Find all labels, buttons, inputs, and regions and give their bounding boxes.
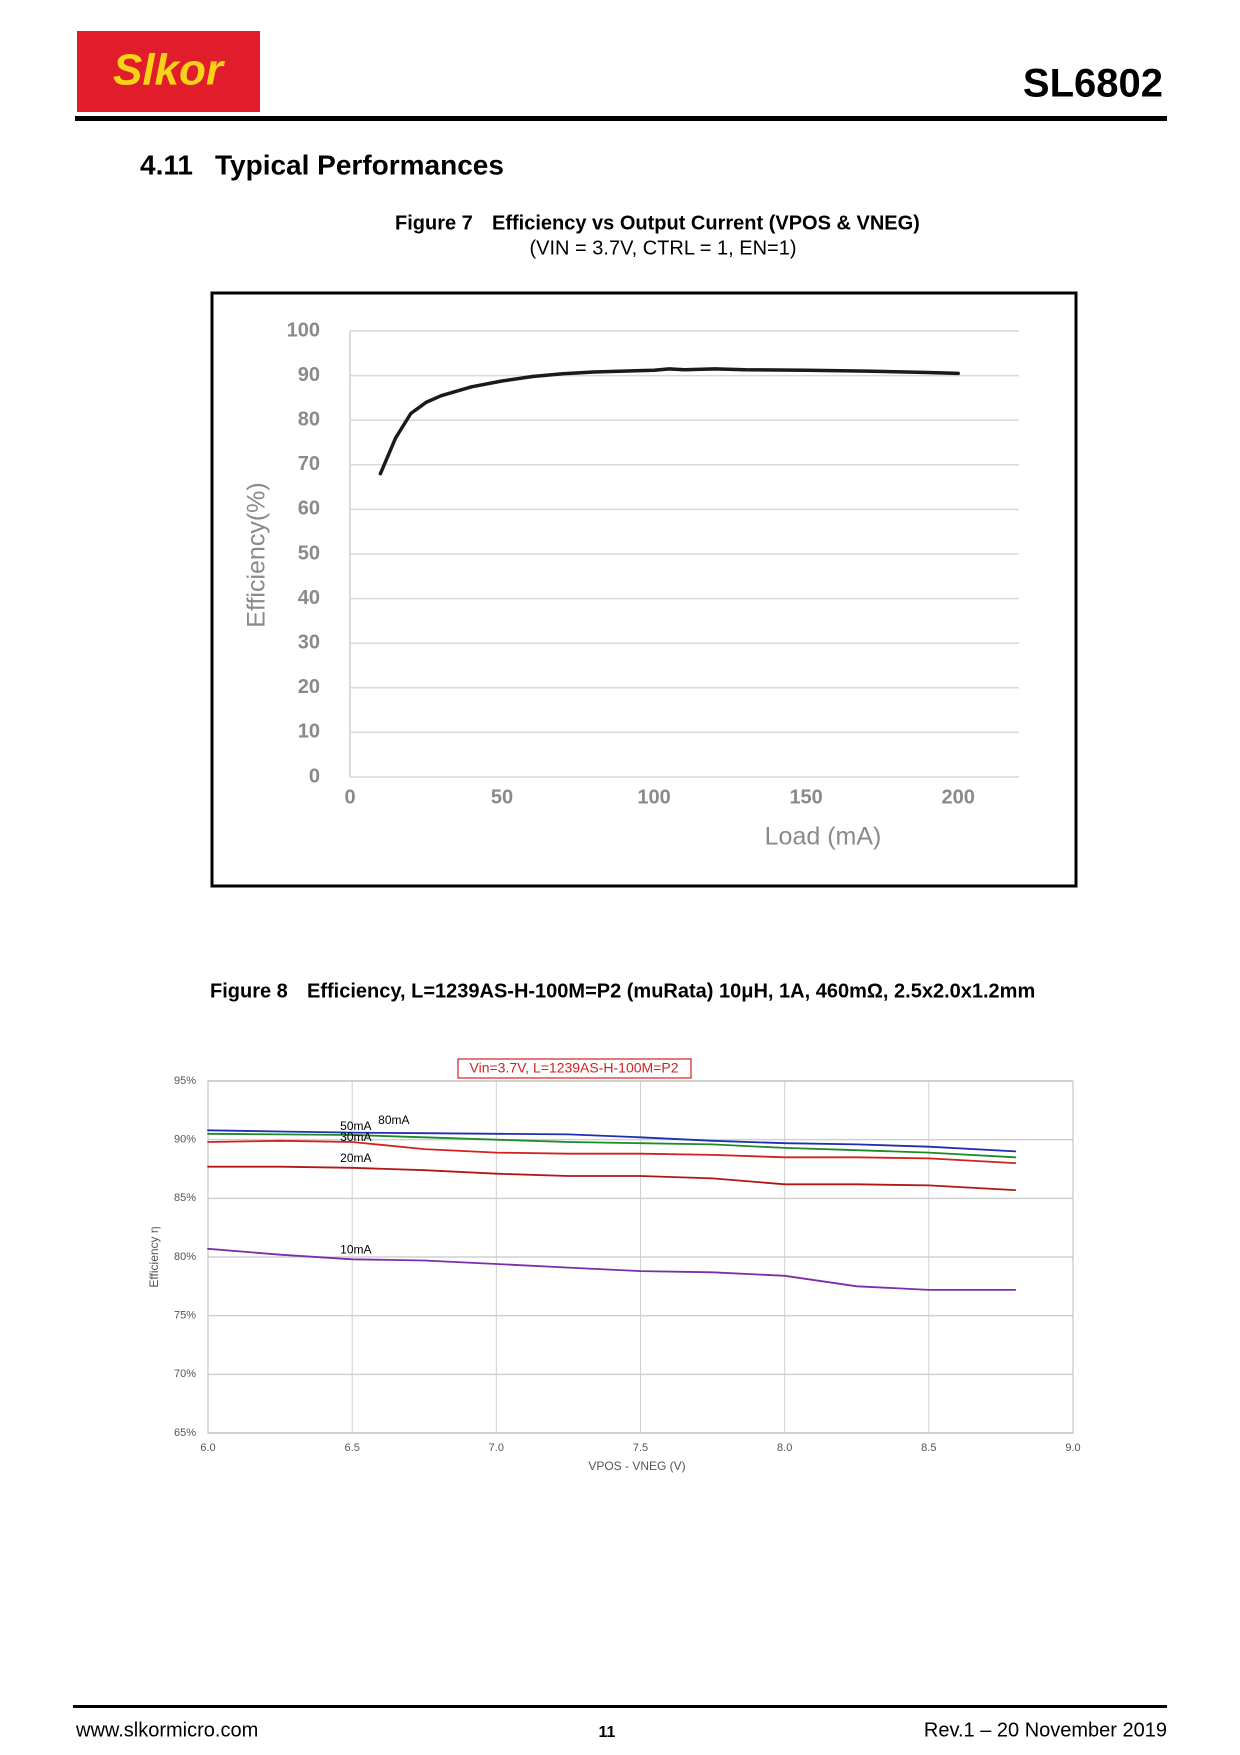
x-tick-label: 6.5 — [345, 1442, 360, 1454]
x-tick-label: 200 — [941, 786, 974, 808]
x-tick-label: 0 — [344, 786, 355, 808]
series-label: 50mA — [340, 1119, 371, 1133]
series-label: 10mA — [340, 1243, 371, 1257]
y-tick-label: 80% — [174, 1251, 196, 1263]
footer-website: www.slkormicro.com — [75, 1719, 258, 1741]
y-tick-label: 0 — [309, 765, 320, 787]
x-tick-label: 8.5 — [921, 1442, 936, 1454]
y-tick-label: 75% — [174, 1310, 196, 1322]
figure-frame — [210, 291, 1078, 888]
y-tick-label: 70% — [174, 1368, 196, 1380]
x-axis-label: VPOS - VNEG (V) — [588, 1459, 685, 1473]
y-tick-label: 80 — [298, 408, 320, 430]
series-label: 80mA — [378, 1113, 409, 1127]
y-axis-label: Efficiency(%) — [243, 482, 271, 627]
chart-subtitle: Vin=3.7V, L=1239AS-H-100M=P2 — [470, 1060, 679, 1076]
figure-label: Figure 8 — [210, 980, 288, 1002]
x-tick-label: 100 — [637, 786, 670, 808]
y-tick-label: 50 — [298, 542, 320, 564]
data-line — [207, 1129, 1017, 1153]
data-line — [207, 1132, 1017, 1159]
x-tick-label: 6.0 — [200, 1442, 215, 1454]
y-tick-label: 65% — [174, 1427, 196, 1439]
figure-title: Efficiency, L=1239AS-H-100M=P2 (muRata) … — [307, 980, 1035, 1002]
y-tick-label: 60 — [298, 498, 320, 520]
data-line — [207, 1139, 1017, 1164]
x-tick-label: 150 — [789, 786, 822, 808]
part-number: SL6802 — [1023, 62, 1163, 106]
y-tick-label: 95% — [174, 1075, 196, 1087]
x-tick-label: 9.0 — [1065, 1442, 1080, 1454]
logo-box — [77, 31, 260, 112]
section-number: 4.11 — [140, 149, 193, 180]
y-tick-label: 70 — [298, 453, 320, 475]
plot-border — [207, 1080, 1074, 1434]
data-line — [207, 1247, 1017, 1291]
x-tick-label: 8.0 — [777, 1442, 792, 1454]
figure-title: Efficiency vs Output Current (VPOS & VNE… — [492, 212, 920, 234]
y-tick-label: 90 — [298, 364, 320, 386]
footer-rule — [73, 1705, 1167, 1708]
data-line — [207, 1165, 1017, 1191]
y-tick-label: 30 — [298, 631, 320, 653]
header-rule — [75, 116, 1167, 121]
x-tick-label: 7.5 — [633, 1442, 648, 1454]
y-tick-label: 10 — [298, 721, 320, 743]
y-tick-label: 20 — [298, 676, 320, 698]
legend-box — [457, 1058, 692, 1079]
data-line — [378, 367, 960, 476]
y-tick-label: 90% — [174, 1134, 196, 1146]
y-tick-label: 40 — [298, 587, 320, 609]
y-axis-label: Efficiency η — [147, 1226, 161, 1287]
page-number: 11 — [599, 1724, 616, 1741]
x-tick-label: 50 — [491, 786, 513, 808]
x-axis-label: Load (mA) — [765, 823, 882, 851]
footer-revision: Rev.1 – 20 November 2019 — [924, 1719, 1167, 1741]
figure-subtitle: (VIN = 3.7V, CTRL = 1, EN=1) — [530, 237, 797, 259]
y-tick-label: 85% — [174, 1192, 196, 1204]
series-label: 20mA — [340, 1151, 371, 1165]
series-label: 30mA — [340, 1130, 371, 1144]
x-tick-label: 7.0 — [489, 1442, 504, 1454]
section-title: Typical Performances — [215, 149, 504, 180]
logo: Slkor — [113, 46, 226, 95]
figure-label: Figure 7 — [395, 212, 473, 234]
y-tick-label: 100 — [287, 319, 320, 341]
